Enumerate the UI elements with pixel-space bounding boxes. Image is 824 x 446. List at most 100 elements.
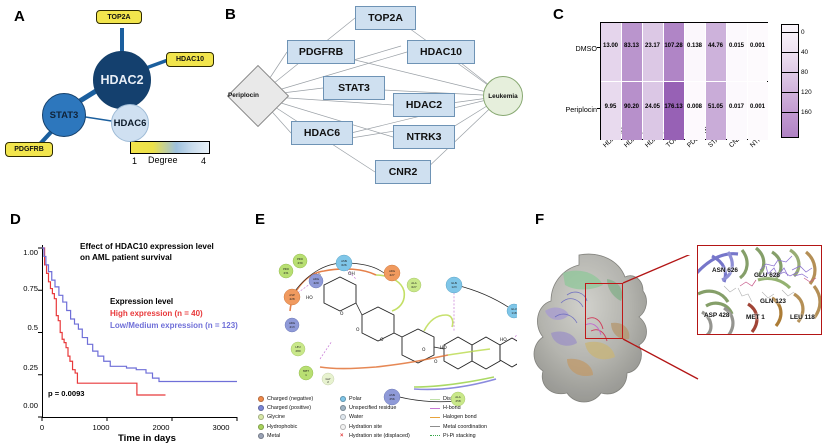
heatmap-cell-value: 0.138	[686, 43, 702, 49]
colorbar-tick-line	[781, 32, 799, 33]
svg-text:ALA: ALA	[411, 281, 417, 285]
legend-item: Pi-Pi stacking	[430, 433, 476, 439]
colorbar-tick-label: 80	[801, 68, 809, 76]
legend-item-label: Halogen bond	[443, 414, 477, 421]
svg-text:428: 428	[289, 297, 295, 301]
svg-text:256: 256	[389, 397, 395, 401]
svg-text:HO: HO	[440, 345, 447, 351]
node-pdgfrb[interactable]: PDGFRB	[5, 142, 53, 157]
legend-item: Charged (positive)	[258, 405, 312, 412]
node-hdac2[interactable]: HDAC2	[93, 51, 151, 109]
inset-label-leu118: LEU 118	[790, 314, 815, 321]
svg-text:ALA: ALA	[455, 395, 461, 399]
heatmap-cell-value: 44.76	[707, 43, 723, 49]
d-y-axis	[42, 245, 44, 417]
panel-a-letter: A	[14, 8, 25, 25]
panel-f-letter: F	[535, 211, 545, 228]
heatmap-cell	[621, 22, 642, 81]
heatmap-cell	[705, 81, 726, 140]
node-b-ntrk3[interactable]: NTRK3	[393, 125, 455, 149]
node-pdgfrb-label: PDGFRB	[14, 146, 44, 153]
legend-dot-icon	[340, 405, 346, 412]
heatmap-cell-value: 83.13	[623, 43, 639, 49]
node-top2a[interactable]: TOP2A	[96, 10, 142, 24]
d-ytick-05: 0.5	[27, 323, 38, 332]
colorbar-tick-label: 160	[801, 108, 812, 116]
legend-item-label: Water	[349, 414, 364, 421]
legend-item-label: Pi-Pi stacking	[443, 432, 476, 439]
node-hdac10[interactable]: HDAC10	[166, 52, 214, 67]
heatmap-cell	[600, 81, 621, 140]
node-b-cnr2[interactable]: CNR2	[375, 160, 431, 184]
node-b-stat3[interactable]: STAT3	[323, 76, 385, 100]
d-ytick-100: 1.00	[23, 248, 38, 257]
km-curve-high	[42, 247, 166, 396]
legend-item-label: Charged (positive)	[267, 405, 312, 412]
roi-box	[585, 283, 623, 339]
legend-item: Hydration site	[340, 423, 382, 430]
legend-dot-icon	[340, 414, 346, 421]
legend-dot-icon	[258, 432, 264, 439]
d-xtick-1000: 1000	[92, 423, 110, 432]
svg-text:ASN: ASN	[389, 393, 395, 397]
node-hdac2-label: HDAC2	[100, 73, 144, 87]
node-b-hdac6[interactable]: HDAC6	[291, 121, 353, 145]
legend-item-label: Polar	[349, 396, 362, 402]
heatmap-cell	[726, 81, 747, 140]
heatmap-cell	[747, 22, 768, 81]
d-legend-lowmed: Low/Medium expression (n = 123)	[110, 321, 238, 330]
node-stat3[interactable]: STAT3	[42, 93, 86, 137]
heatmap-cell-value: 90.20	[623, 104, 639, 110]
heatmap-cell	[684, 81, 705, 140]
d-ytick-000: 0.00	[23, 401, 38, 410]
svg-text:GLN: GLN	[451, 281, 457, 285]
legend-dot-icon	[258, 414, 264, 421]
legend-dot-icon	[340, 396, 346, 402]
legend-item: Glycine	[258, 414, 285, 421]
legend-item-label: Metal	[267, 432, 281, 439]
panel-a: A TOP2A HDAC10 PDGFRB HDAC2 STAT3 HDAC6	[0, 0, 215, 200]
node-top2a-label: TOP2A	[107, 13, 131, 21]
node-leukemia[interactable]: Leukemia	[483, 76, 523, 116]
svg-text:LEU: LEU	[295, 345, 300, 349]
km-curve-lowmed	[42, 247, 237, 383]
panel-b-letter: B	[225, 6, 236, 23]
node-b-hdac10[interactable]: HDAC10	[407, 40, 475, 64]
d-legend-title: Expression level	[110, 297, 174, 306]
svg-text:O: O	[380, 337, 384, 343]
heatmap-cell-value: 0.001	[749, 104, 765, 110]
callout-lines	[622, 255, 699, 380]
legend-item: Charged (negative)	[258, 396, 313, 402]
node-hdac10-label: HDAC10	[175, 56, 204, 63]
legend-item: Unspecified residue	[340, 405, 397, 412]
node-b-hdac6-label: HDAC6	[303, 127, 341, 139]
colorbar-tick-label: 0	[801, 28, 805, 36]
legend-dotted-line-icon	[430, 435, 440, 437]
legend-item-label: Hydration site	[349, 423, 382, 430]
legend-dot-icon	[340, 423, 346, 430]
node-b-top2a[interactable]: TOP2A	[355, 6, 416, 30]
heatmap-cell	[726, 22, 747, 81]
panel-d: D 1.00 0.75 0.5 0.25 0.00 0 1000 2000 30…	[0, 205, 255, 446]
degree-legend-min: 1	[132, 156, 138, 166]
heatmap-cell-value: 0.015	[728, 43, 744, 49]
svg-text:PRO: PRO	[297, 257, 304, 261]
node-hdac6[interactable]: HDAC6	[111, 104, 149, 142]
node-b-pdgfrb[interactable]: PDGFRB	[287, 40, 355, 64]
svg-text:123: 123	[451, 285, 457, 289]
svg-text:ASN: ASN	[341, 259, 347, 263]
legend-item: Metal	[258, 432, 281, 439]
heatmap-cell-value: 176.13	[664, 104, 683, 110]
heatmap-cell-value: 23.17	[644, 43, 660, 49]
legend-item: Water	[340, 414, 364, 421]
d-ytick-025: 0.25	[23, 363, 38, 372]
ligand-interaction-diagram: HO OH HO O O O O O HO HO O	[278, 253, 517, 407]
legend-x-icon: ×	[340, 432, 344, 439]
svg-text:ASP: ASP	[289, 293, 295, 297]
heatmap-row-label-dmso: DMSO	[575, 44, 597, 53]
legend-item-label: Unspecified residue	[349, 405, 397, 412]
legend-item: Polar	[340, 396, 362, 402]
node-b-hdac2[interactable]: HDAC2	[393, 93, 455, 117]
legend-item: Halogen bond	[430, 414, 477, 420]
